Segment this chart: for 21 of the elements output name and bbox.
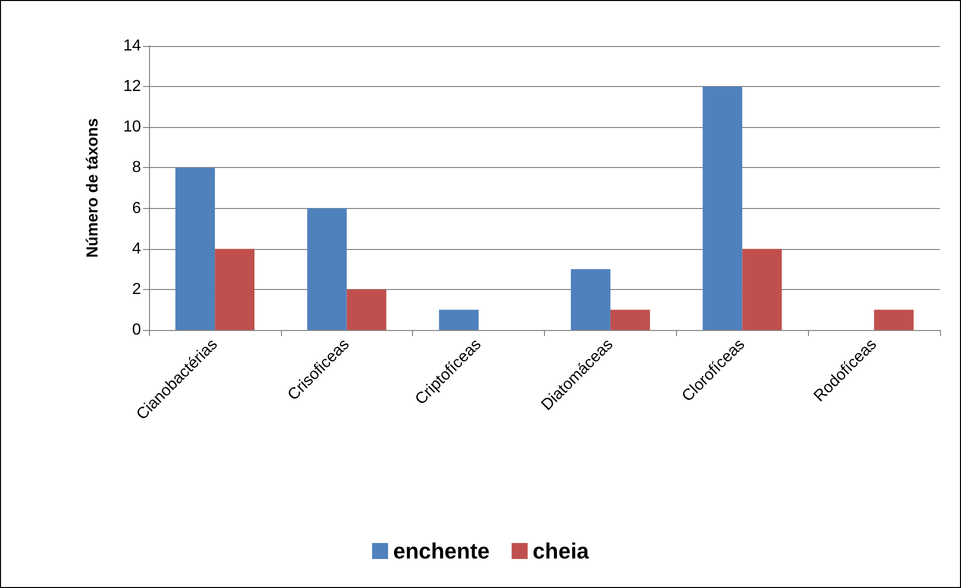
bar: [307, 208, 347, 330]
bar: [570, 269, 610, 330]
bar: [175, 168, 215, 330]
legend-label: cheia: [532, 538, 590, 564]
y-tick-label: 2: [132, 280, 142, 298]
y-tick-label: 14: [123, 38, 142, 54]
bar: [742, 248, 782, 330]
bar: [874, 310, 914, 330]
y-tick-label: 6: [132, 200, 142, 217]
bar: [346, 289, 386, 330]
y-axis-title: Número de táxons: [84, 118, 102, 258]
bar: [439, 310, 479, 330]
legend-label: enchente: [393, 538, 490, 564]
bar: [610, 310, 650, 330]
y-tick-label: 8: [132, 159, 142, 176]
y-tick-label: 12: [123, 78, 142, 96]
y-tick-label: 10: [123, 118, 142, 136]
y-tick-label: 4: [132, 240, 142, 258]
bar: [214, 248, 254, 330]
y-tick-label: 0: [132, 322, 142, 338]
bar: [702, 86, 742, 330]
